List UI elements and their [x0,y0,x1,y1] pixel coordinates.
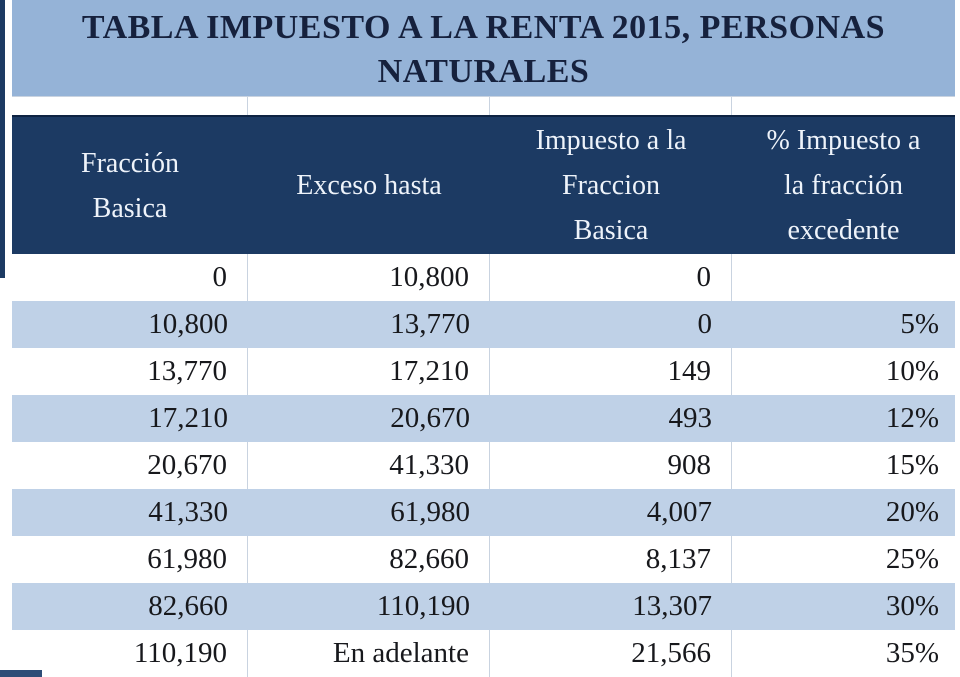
spacer-cell [12,97,248,115]
table-cell: 10,800 [148,308,228,340]
table-cell: 908 [490,442,732,489]
scan-corner-artifact [0,670,42,677]
table-cell: 20,670 [390,402,470,434]
table-header-row: Fracción Basica Exceso hasta Impuesto a la F… [12,115,955,254]
column-header-line: Basica [573,215,649,246]
table-row: 17,210 20,670 493 12% [12,395,955,442]
table-cell: 13,307 [632,590,712,622]
table-cell: 0 [697,308,713,340]
table-cell: 25% [885,543,939,575]
table-cell: 10% [885,355,939,387]
table-row: 20,670 41,330 908 15% [12,442,955,489]
table-cell: 21,566 [490,630,732,677]
table-cell: 17,210 [148,402,228,434]
table-container: TABLA IMPUESTO A LA RENTA 2015, PERSONAS… [12,0,955,677]
column-header-line: Fraccion [562,170,660,201]
table-cell: 4,007 [646,496,712,528]
table-title-line1: TABLA IMPUESTO A LA RENTA 2015, PERSONAS [81,9,886,46]
column-header-line: % Impuesto a [766,125,921,156]
table-body: 0 10,800 0 10,800 13,770 0 5% 13,770 17,210 149 10… [12,254,955,677]
table-title-line2: NATURALES [377,53,590,90]
table-row: 10,800 13,770 0 5% [12,301,955,348]
table-cell: 15% [885,449,939,481]
table-cell: 13,770 [12,348,248,395]
table-cell: 10,800 [248,254,490,301]
column-header-4: % Impuesto a la fracción excedente [732,117,955,254]
spacer-cell [732,97,955,115]
table-cell: 17,210 [248,348,490,395]
column-header-line: Basica [92,192,168,224]
table-row: 82,660 110,190 13,307 30% [12,583,955,630]
spacer-cell [248,97,490,115]
table-row: 13,770 17,210 149 10% [12,348,955,395]
column-header-line: excedente [787,215,900,246]
table-cell: En adelante [248,630,490,677]
spacer-row [12,96,955,115]
table-cell [732,254,955,301]
column-header-line: Impuesto a la [535,125,687,156]
column-header-line: Exceso hasta [296,170,442,201]
table-cell: 110,190 [12,630,248,677]
table-title: TABLA IMPUESTO A LA RENTA 2015, PERSONAS… [12,0,955,96]
column-header-line: Fracción [81,147,179,179]
table-cell: 20,670 [12,442,248,489]
table-row: 110,190 En adelante 21,566 35% [12,630,955,677]
table-cell: 41,330 [248,442,490,489]
table-cell: 61,980 [12,536,248,583]
table-cell: 41,330 [148,496,228,528]
column-header-3: Impuesto a la Fraccion Basica [490,117,732,254]
table-cell: 149 [490,348,732,395]
table-cell: 13,770 [390,308,470,340]
table-row: 41,330 61,980 4,007 20% [12,489,955,536]
column-header-2: Exceso hasta [248,117,490,254]
table-cell: 82,660 [148,590,228,622]
table-cell: 493 [668,402,713,434]
table-cell: 0 [490,254,732,301]
column-header-1: Fracción Basica [12,117,248,254]
spacer-cell [490,97,732,115]
table-cell: 8,137 [490,536,732,583]
scan-edge-artifact [0,0,5,278]
table-cell: 12% [885,402,939,434]
table-row: 0 10,800 0 [12,254,955,301]
table-cell: 110,190 [376,590,470,622]
table-cell: 30% [885,590,939,622]
table-row: 61,980 82,660 8,137 25% [12,536,955,583]
table-cell: 0 [12,254,248,301]
table-cell: 5% [900,308,939,340]
table-cell: 82,660 [248,536,490,583]
table-cell: 61,980 [390,496,470,528]
table-cell: 35% [885,637,939,669]
column-header-line: la fracción [784,170,903,201]
table-cell: 20% [885,496,939,528]
